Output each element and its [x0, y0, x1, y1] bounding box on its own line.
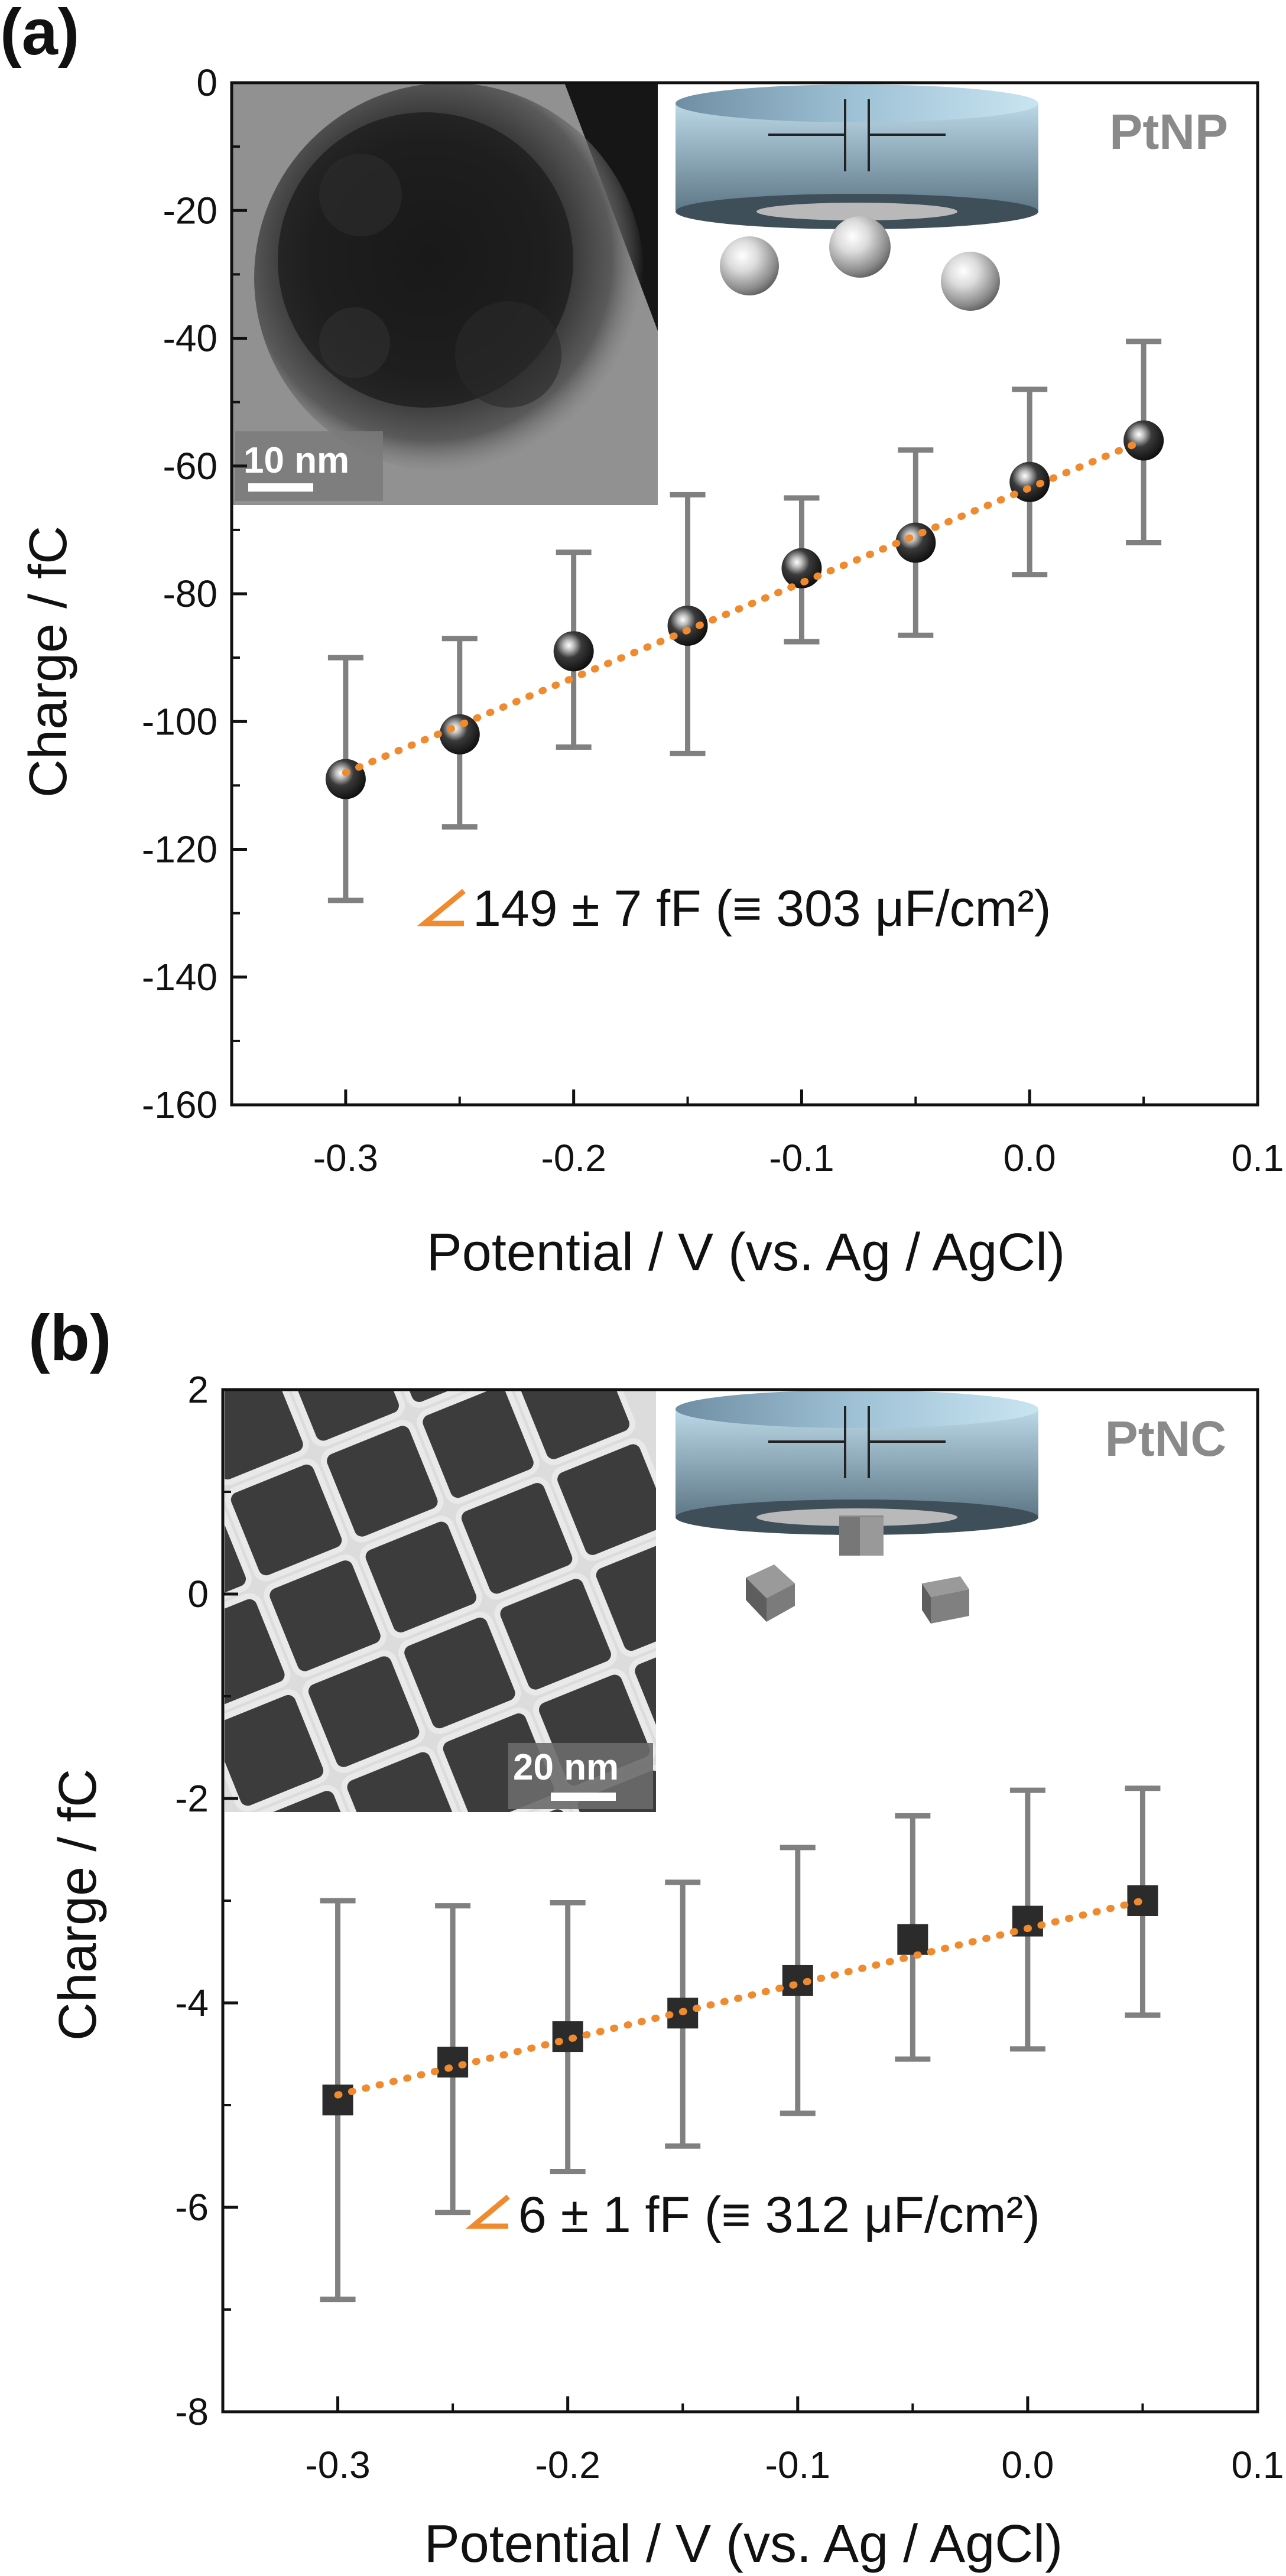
- data-point: [1009, 461, 1050, 502]
- plot-area-a: 0 -20 -40 -60 -80 -100 -120 -140 -160 -0.3 -0.2 -0.…: [142, 61, 1284, 1179]
- x-tick-label: -0.1: [769, 1137, 834, 1179]
- y-tick-label: -120: [142, 828, 217, 871]
- plot-area-b: 2 0 -2 -4 -6 -8 -0.3 -0.2 -0.1 0.0 0.1: [175, 1368, 1284, 2486]
- scale-bar-label-b: 20 nm: [513, 1747, 619, 1788]
- panel-label-a: (a): [0, 0, 79, 69]
- y-tick-label: -20: [163, 189, 218, 232]
- panel-label-b: (b): [28, 1302, 111, 1374]
- scale-bar-label-a: 10 nm: [243, 440, 349, 481]
- y-tick-label: -4: [175, 1982, 209, 2024]
- y-tick-label: -2: [175, 1777, 209, 1820]
- tem-inset-ptnp: [232, 83, 658, 505]
- x-tick-label: 0.1: [1232, 2444, 1284, 2486]
- y-axis-label-a: Charge / fC: [19, 526, 78, 798]
- tem-inset-ptnc: [225, 1390, 656, 1812]
- y-axis-label-b: Charge / fC: [48, 1769, 108, 2041]
- scale-bar-a: [248, 483, 313, 492]
- x-tick-label: -0.1: [765, 2444, 830, 2486]
- x-tick-label: 0.0: [1004, 1137, 1056, 1179]
- x-tick-label: -0.3: [305, 2444, 370, 2486]
- tag-ptnc: PtNC: [1105, 1411, 1226, 1466]
- y-tick-label: -40: [163, 317, 218, 360]
- y-tick-label: 0: [196, 61, 217, 104]
- electrode-schematic-ptnc: [676, 1390, 1038, 1624]
- x-tick-label: -0.2: [541, 1137, 606, 1179]
- x-tick-label: 0.0: [1001, 2444, 1054, 2486]
- y-tick-label: -160: [142, 1084, 217, 1126]
- capacitance-annotation-b: 6 ± 1 fF (≡ 312 μF/cm²): [518, 2187, 1040, 2243]
- y-tick-label: -60: [163, 445, 218, 487]
- data-point: [1127, 1885, 1158, 1916]
- data-point: [439, 714, 480, 754]
- data-point: [781, 548, 822, 588]
- tag-ptnp: PtNP: [1109, 104, 1228, 160]
- y-tick-label: 2: [187, 1368, 209, 1411]
- x-axis-label-b: Potential / V (vs. Ag / AgCl): [424, 2515, 1063, 2574]
- y-tick-label: -100: [142, 700, 217, 743]
- y-tick-label: 0: [187, 1573, 209, 1615]
- data-point: [553, 631, 594, 672]
- slope-icon-a: [417, 889, 466, 926]
- y-tick-label: -80: [163, 573, 218, 615]
- data-point: [1123, 420, 1164, 461]
- y-tick-label: -6: [175, 2186, 209, 2229]
- capacitance-annotation-a: 149 ± 7 fF (≡ 303 μF/cm²): [473, 880, 1051, 937]
- y-tick-label: -140: [142, 956, 217, 998]
- slope-icon-b: [465, 2194, 510, 2229]
- fit-line: [342, 437, 1148, 776]
- panel-b: (b): [28, 1302, 1284, 2574]
- panel-a: (a) 10 nm PtNP: [0, 0, 1284, 1282]
- data-point: [897, 1924, 928, 1955]
- data-point: [322, 2084, 353, 2116]
- fit-line: [334, 1897, 1147, 2099]
- x-tick-label: -0.3: [313, 1137, 378, 1179]
- y-tick-label: -8: [175, 2390, 209, 2433]
- data-point: [895, 522, 936, 563]
- x-axis-label-a: Potential / V (vs. Ag / AgCl): [427, 1223, 1065, 1282]
- scale-bar-b: [551, 1793, 616, 1801]
- x-tick-label: -0.2: [535, 2444, 600, 2486]
- electrode-schematic-ptnp: [676, 84, 1038, 311]
- data-point: [552, 2021, 583, 2053]
- x-tick-label: 0.1: [1232, 1137, 1284, 1179]
